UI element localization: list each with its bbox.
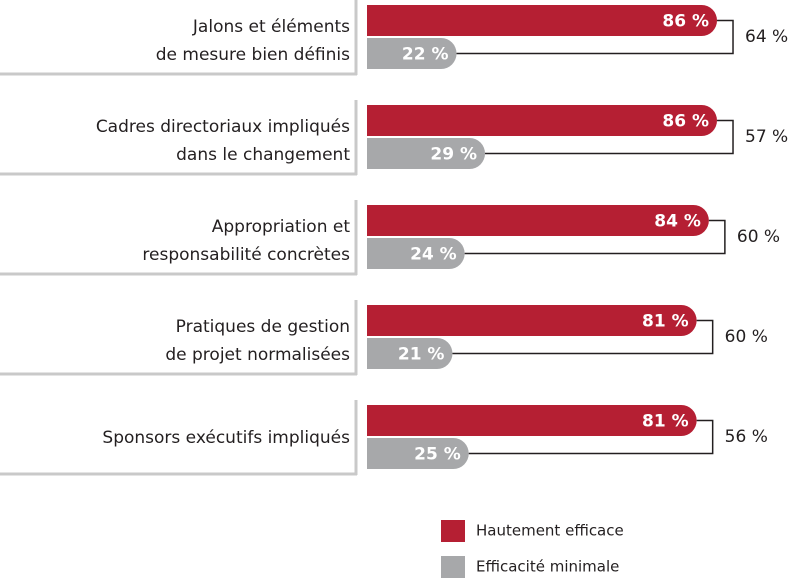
difference-bracket (452, 319, 714, 355)
value-label: 24 % (410, 245, 457, 265)
label-panel (0, 400, 356, 473)
legend-swatch (441, 556, 465, 578)
category-label: Appropriation et (212, 217, 351, 237)
value-label: 81 % (642, 412, 689, 432)
bar (367, 405, 697, 436)
category-label: de mesure bien définis (156, 45, 350, 65)
value-label: 81 % (642, 312, 689, 332)
difference-label: 57 % (745, 127, 788, 147)
value-label: 86 % (662, 12, 709, 32)
category-label: Sponsors exécutifs impliqués (102, 428, 350, 448)
difference-label: 64 % (745, 27, 788, 47)
category-label: Pratiques de gestion (176, 317, 350, 337)
value-label: 84 % (654, 212, 701, 232)
bar (367, 305, 697, 336)
label-panel (0, 100, 356, 173)
legend-swatch (441, 520, 465, 542)
difference-label: 60 % (737, 227, 780, 247)
bar (367, 205, 709, 236)
difference-bracket (464, 219, 726, 255)
bar (367, 238, 465, 269)
legend-label: Efficacité minimale (476, 558, 619, 576)
value-label: 21 % (398, 345, 445, 365)
difference-label: 56 % (725, 427, 768, 447)
category-label: de projet normalisées (165, 345, 350, 365)
bar (367, 105, 718, 136)
category-label: dans le changement (176, 145, 350, 165)
value-label: 22 % (402, 45, 449, 65)
difference-bracket (456, 19, 734, 55)
bar (367, 338, 453, 369)
bar (367, 138, 486, 169)
category-label: responsabilité concrètes (142, 245, 350, 265)
difference-label: 60 % (725, 327, 768, 347)
legend-label: Hautement efficace (476, 522, 624, 540)
difference-bracket (468, 419, 714, 455)
bar (367, 5, 718, 36)
difference-bracket (485, 119, 734, 155)
label-panel (0, 200, 356, 273)
label-panel (0, 0, 356, 73)
bar (367, 38, 457, 69)
value-label: 29 % (430, 145, 477, 165)
value-label: 86 % (662, 112, 709, 132)
bar (367, 438, 469, 469)
category-label: Cadres directoriaux impliqués (96, 117, 350, 137)
category-label: Jalons et éléments (192, 17, 350, 37)
label-panel (0, 300, 356, 373)
value-label: 25 % (414, 445, 461, 465)
